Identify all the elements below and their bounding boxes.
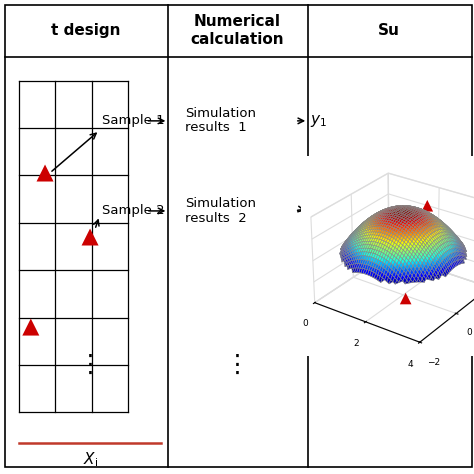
Text: $X_\mathrm{i}$: $X_\mathrm{i}$ — [82, 450, 98, 469]
Text: Sample 2: Sample 2 — [102, 204, 164, 218]
Text: Numerical
calculation: Numerical calculation — [190, 14, 284, 47]
Text: Su: Su — [378, 23, 400, 38]
Point — [27, 323, 35, 331]
Text: Sample 1: Sample 1 — [102, 114, 164, 128]
Text: $y_1$: $y_1$ — [310, 113, 328, 129]
Point — [86, 233, 94, 241]
Text: results  1: results 1 — [185, 121, 246, 135]
Text: Simulation: Simulation — [185, 197, 256, 210]
Point — [41, 169, 49, 177]
Text: ⋮: ⋮ — [225, 353, 249, 377]
Text: t design: t design — [51, 23, 120, 38]
Text: $y_2$: $y_2$ — [310, 203, 328, 219]
Text: ⋮: ⋮ — [78, 353, 102, 377]
Text: results  2: results 2 — [185, 211, 246, 225]
Text: Simulation: Simulation — [185, 107, 256, 120]
